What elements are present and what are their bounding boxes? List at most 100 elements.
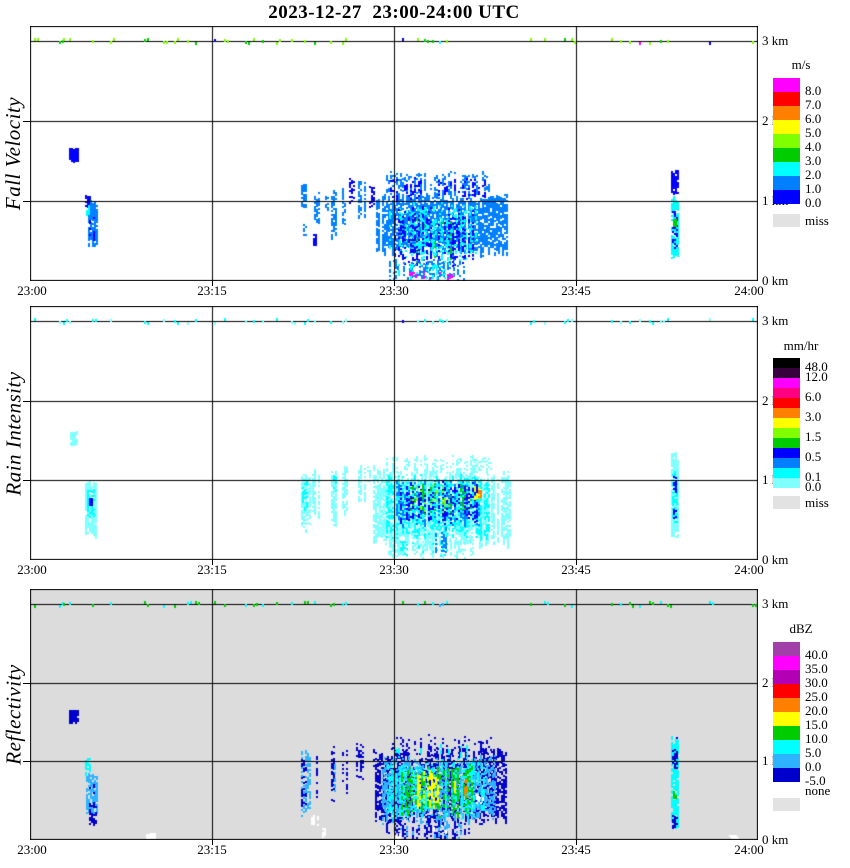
- legend-color-swatch: [773, 368, 800, 378]
- x-tick-label: 23:00: [17, 842, 47, 857]
- legend-color-swatch: [773, 468, 800, 478]
- legend-missing-swatch: [773, 496, 800, 509]
- legend-missing-swatch: [773, 798, 800, 811]
- axis-tick: [394, 840, 395, 845]
- legend-color-swatch: [773, 176, 800, 190]
- legend-value-label: 0.1: [805, 469, 822, 484]
- axis-tick: [23, 682, 30, 684]
- legend-value-label: 6.0: [805, 389, 822, 404]
- y-tick-label: 3 km: [762, 313, 789, 328]
- legend-missing-label: none: [805, 783, 831, 798]
- x-tick-label: 23:45: [561, 562, 591, 577]
- legend-value-label: 0.0: [805, 479, 822, 494]
- legend-value-label: 48.0: [805, 359, 828, 374]
- panel-heatmap-rain-intensity: [30, 306, 758, 560]
- legend-value-label: 12.0: [805, 369, 828, 384]
- legend-value-label: 0.0: [805, 195, 822, 210]
- axis-tick: [394, 281, 395, 286]
- x-tick-label: 23:45: [561, 842, 591, 857]
- legend-value-label: -5.0: [805, 773, 826, 788]
- legend-value-label: 30.0: [805, 675, 828, 690]
- axis-tick: [23, 761, 30, 763]
- legend-color-swatch: [773, 162, 800, 176]
- panel-heatmap-reflectivity: [30, 589, 758, 840]
- axis-tick: [23, 201, 30, 202]
- y-tick-label: 0 km: [762, 552, 789, 567]
- legend-value-label: 4.0: [805, 139, 822, 154]
- legend-color-swatch: [773, 448, 800, 458]
- legend-color-swatch: [773, 92, 800, 106]
- axis-tick: [23, 480, 30, 482]
- legend-title-fall-velocity: m/s: [791, 57, 811, 72]
- legend-title-reflectivity: dBZ: [789, 621, 813, 636]
- legend-value-label: 35.0: [805, 661, 828, 676]
- legend-missing-swatch: [773, 214, 800, 227]
- axis-tick: [394, 560, 395, 565]
- legend-missing-label: miss: [805, 213, 829, 228]
- legend-title-rain-intensity: mm/hr: [783, 338, 819, 353]
- x-tick-label: 23:30: [379, 842, 409, 857]
- legend-value-label: 25.0: [805, 689, 828, 704]
- x-tick-label: 24:00: [734, 842, 764, 857]
- legend-value-label: 20.0: [805, 703, 828, 718]
- legend-value-label: 3.0: [805, 409, 822, 424]
- legend-color-swatch: [773, 408, 800, 418]
- legend-color-swatch: [773, 698, 800, 712]
- legend-color-swatch: [773, 754, 800, 768]
- legend-color-swatch: [773, 740, 800, 754]
- x-tick-label: 23:15: [197, 842, 227, 857]
- x-tick-label: 24:00: [734, 562, 764, 577]
- legend-color-swatch: [773, 378, 800, 388]
- legend-color-swatch: [773, 418, 800, 428]
- y-tick-label: 0 km: [762, 832, 789, 847]
- x-tick-label: 24:00: [734, 283, 764, 298]
- panel-title-reflectivity: Reflectivity: [1, 664, 26, 765]
- legend-value-label: 0.0: [805, 759, 822, 774]
- legend-missing-label: miss: [805, 495, 829, 510]
- legend-color-swatch: [773, 134, 800, 148]
- axis-tick: [212, 840, 213, 845]
- y-tick-label: 0 km: [762, 273, 789, 288]
- panel-heatmap-fall-velocity: [30, 26, 758, 281]
- y-tick-label: 3 km: [762, 33, 789, 48]
- x-tick-label: 23:00: [17, 562, 47, 577]
- axis-tick: [576, 560, 577, 565]
- legend-value-label: 1.0: [805, 181, 822, 196]
- legend-color-swatch: [773, 388, 800, 398]
- legend-value-label: 5.0: [805, 745, 822, 760]
- legend-color-swatch: [773, 684, 800, 698]
- x-tick-label: 23:00: [17, 283, 47, 298]
- legend-color-swatch: [773, 398, 800, 408]
- legend-color-swatch: [773, 642, 800, 656]
- legend-color-swatch: [773, 148, 800, 162]
- legend-value-label: 2.0: [805, 167, 822, 182]
- legend-value-label: 15.0: [805, 717, 828, 732]
- legend-color-swatch: [773, 726, 800, 740]
- legend-value-label: 40.0: [805, 647, 828, 662]
- x-tick-label: 23:45: [561, 283, 591, 298]
- legend-color-swatch: [773, 120, 800, 134]
- legend-value-label: 5.0: [805, 125, 822, 140]
- panel-title-rain-intensity: Rain Intensity: [1, 370, 26, 496]
- legend-value-label: 6.0: [805, 111, 822, 126]
- legend-value-label: 3.0: [805, 153, 822, 168]
- x-tick-label: 23:15: [197, 283, 227, 298]
- x-tick-label: 23:30: [379, 562, 409, 577]
- legend-color-swatch: [773, 358, 800, 368]
- legend-color-swatch: [773, 458, 800, 468]
- axis-tick: [23, 121, 30, 122]
- legend-value-label: 10.0: [805, 731, 828, 746]
- legend-color-swatch: [773, 712, 800, 726]
- legend-color-swatch: [773, 438, 800, 448]
- legend-color-swatch: [773, 428, 800, 438]
- legend-color-swatch: [773, 190, 800, 204]
- x-tick-label: 23:15: [197, 562, 227, 577]
- legend-color-swatch: [773, 78, 800, 92]
- legend-value-label: 8.0: [805, 83, 822, 98]
- legend-color-swatch: [773, 768, 800, 782]
- chart-title: 2023-12-27 23:00-24:00 UTC: [268, 2, 520, 23]
- axis-tick: [212, 281, 213, 286]
- legend-color-swatch: [773, 670, 800, 684]
- legend-color-swatch: [773, 656, 800, 670]
